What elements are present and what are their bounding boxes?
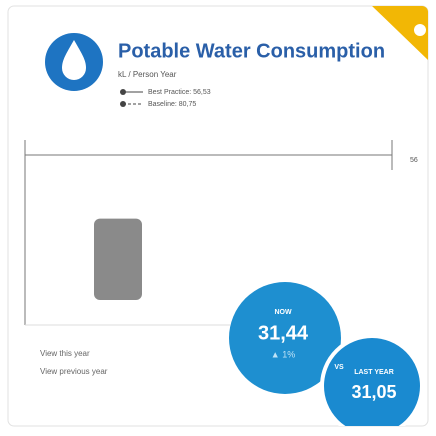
- link[interactable]: View previous year: [40, 367, 108, 376]
- now-value: 31,44: [258, 322, 309, 344]
- ribbon-star: [414, 24, 426, 36]
- vs: VS: [334, 364, 344, 371]
- last-year-heading: LAST YEAR: [354, 369, 394, 376]
- last-year-circle: [320, 334, 424, 426]
- last-year-value: 31,05: [351, 382, 396, 402]
- now-heading: NOW: [274, 309, 292, 316]
- now-change: ▲ 1%: [271, 349, 295, 359]
- axis-max-label: 56: [410, 157, 418, 164]
- now-circle: [229, 282, 341, 394]
- bar: [94, 218, 142, 300]
- legend-label: Baseline: 80,75: [148, 101, 196, 108]
- title: Potable Water Consumption: [118, 40, 385, 62]
- unit: kL / Person Year: [118, 70, 177, 79]
- link[interactable]: View this year: [40, 349, 90, 358]
- water-drop: [62, 40, 86, 80]
- ribbon: [372, 6, 428, 60]
- legend-label: Best Practice: 56,53: [148, 89, 211, 96]
